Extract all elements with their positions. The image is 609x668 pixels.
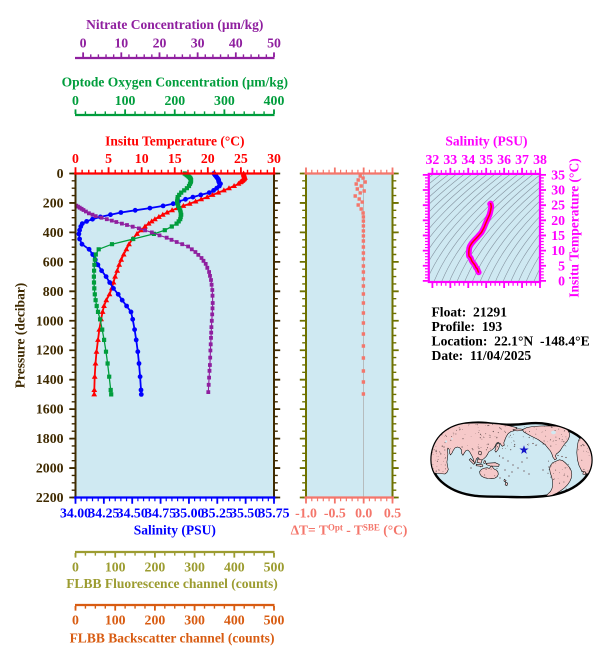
svg-text:300: 300 bbox=[184, 612, 205, 627]
svg-text:15: 15 bbox=[168, 151, 182, 166]
svg-text:0.5: 0.5 bbox=[384, 506, 401, 521]
svg-text:35.75: 35.75 bbox=[258, 506, 289, 521]
svg-text:0: 0 bbox=[72, 612, 79, 627]
svg-text:33: 33 bbox=[443, 152, 457, 167]
svg-text:0: 0 bbox=[72, 559, 79, 574]
svg-text:-0.5: -0.5 bbox=[324, 506, 346, 521]
svg-text:-1.0: -1.0 bbox=[295, 506, 317, 521]
svg-text:FLBB Backscatter channel (coun: FLBB Backscatter channel (counts) bbox=[70, 630, 275, 645]
svg-text:2200: 2200 bbox=[36, 490, 64, 505]
svg-text:37: 37 bbox=[515, 152, 529, 167]
svg-text:1000: 1000 bbox=[36, 313, 64, 328]
svg-text:30: 30 bbox=[191, 36, 205, 51]
svg-text:20: 20 bbox=[201, 151, 215, 166]
svg-text:5: 5 bbox=[558, 258, 565, 273]
svg-text:500: 500 bbox=[264, 612, 285, 627]
svg-text:0: 0 bbox=[57, 166, 64, 181]
svg-text:0: 0 bbox=[72, 93, 79, 108]
svg-text:5: 5 bbox=[105, 151, 112, 166]
svg-text:20: 20 bbox=[551, 213, 565, 228]
svg-text:35: 35 bbox=[551, 167, 565, 182]
svg-text:38: 38 bbox=[533, 152, 547, 167]
svg-text:50: 50 bbox=[267, 36, 281, 51]
svg-text:35.25: 35.25 bbox=[202, 506, 233, 521]
svg-text:0.0: 0.0 bbox=[355, 506, 372, 521]
svg-text:15: 15 bbox=[551, 228, 565, 243]
svg-text:1600: 1600 bbox=[36, 402, 64, 417]
svg-text:34.00: 34.00 bbox=[60, 506, 91, 521]
svg-text:Salinity (PSU): Salinity (PSU) bbox=[134, 522, 216, 537]
svg-text:10: 10 bbox=[551, 243, 565, 258]
svg-text:100: 100 bbox=[105, 559, 126, 574]
svg-text:25: 25 bbox=[234, 151, 248, 166]
svg-text:34.25: 34.25 bbox=[88, 506, 119, 521]
svg-text:200: 200 bbox=[164, 93, 185, 108]
svg-text:0: 0 bbox=[72, 151, 79, 166]
svg-text:10: 10 bbox=[114, 36, 128, 51]
svg-text:34.50: 34.50 bbox=[117, 506, 148, 521]
svg-text:Nitrate Concentration (µm/kg): Nitrate Concentration (µm/kg) bbox=[86, 17, 263, 32]
svg-text:35: 35 bbox=[479, 152, 493, 167]
svg-text:32: 32 bbox=[426, 152, 440, 167]
svg-text:500: 500 bbox=[264, 559, 285, 574]
svg-text:0: 0 bbox=[80, 36, 87, 51]
svg-text:36: 36 bbox=[497, 152, 511, 167]
svg-text:1200: 1200 bbox=[36, 343, 64, 358]
svg-text:Salinity (PSU): Salinity (PSU) bbox=[445, 133, 527, 148]
svg-text:800: 800 bbox=[43, 284, 64, 299]
svg-text:Insitu Temperature (°C): Insitu Temperature (°C) bbox=[105, 133, 244, 148]
svg-text:0: 0 bbox=[558, 273, 565, 288]
svg-text:20: 20 bbox=[153, 36, 167, 51]
svg-text:400: 400 bbox=[264, 93, 285, 108]
svg-text:600: 600 bbox=[43, 254, 64, 269]
svg-text:30: 30 bbox=[267, 151, 281, 166]
svg-text:34: 34 bbox=[461, 152, 475, 167]
svg-text:Location: 22.1°N -148.4°E: Location: 22.1°N -148.4°E bbox=[432, 334, 590, 349]
svg-text:400: 400 bbox=[224, 559, 245, 574]
svg-text:Optode Oxygen Concentration (µ: Optode Oxygen Concentration (µm/kg) bbox=[62, 74, 288, 89]
svg-text:Pressure (decibar): Pressure (decibar) bbox=[13, 283, 28, 389]
svg-text:35.00: 35.00 bbox=[173, 506, 204, 521]
svg-text:ΔT= TOpt - TSBE (°C): ΔT= TOpt - TSBE (°C) bbox=[291, 522, 408, 537]
svg-text:FLBB Fluorescence channel (cou: FLBB Fluorescence channel (counts) bbox=[66, 576, 278, 591]
svg-text:100: 100 bbox=[115, 93, 136, 108]
svg-text:200: 200 bbox=[145, 612, 166, 627]
svg-text:Insitu Temperature (°C): Insitu Temperature (°C) bbox=[567, 158, 582, 297]
svg-text:2000: 2000 bbox=[36, 461, 64, 476]
svg-text:30: 30 bbox=[551, 183, 565, 198]
svg-text:1800: 1800 bbox=[36, 431, 64, 446]
svg-text:Profile: 193: Profile: 193 bbox=[432, 319, 503, 334]
svg-text:200: 200 bbox=[43, 196, 64, 211]
svg-text:25: 25 bbox=[551, 198, 565, 213]
svg-text:10: 10 bbox=[135, 151, 149, 166]
svg-text:300: 300 bbox=[184, 559, 205, 574]
svg-text:200: 200 bbox=[145, 559, 166, 574]
svg-text:40: 40 bbox=[229, 36, 243, 51]
svg-text:Float: 21291: Float: 21291 bbox=[432, 305, 508, 320]
svg-text:34.75: 34.75 bbox=[145, 506, 176, 521]
svg-text:300: 300 bbox=[214, 93, 235, 108]
svg-text:35.50: 35.50 bbox=[230, 506, 261, 521]
svg-text:400: 400 bbox=[224, 612, 245, 627]
svg-text:100: 100 bbox=[105, 612, 126, 627]
svg-text:1400: 1400 bbox=[36, 372, 64, 387]
svg-text:Date: 11/04/2025: Date: 11/04/2025 bbox=[432, 348, 532, 363]
svg-text:400: 400 bbox=[43, 225, 64, 240]
